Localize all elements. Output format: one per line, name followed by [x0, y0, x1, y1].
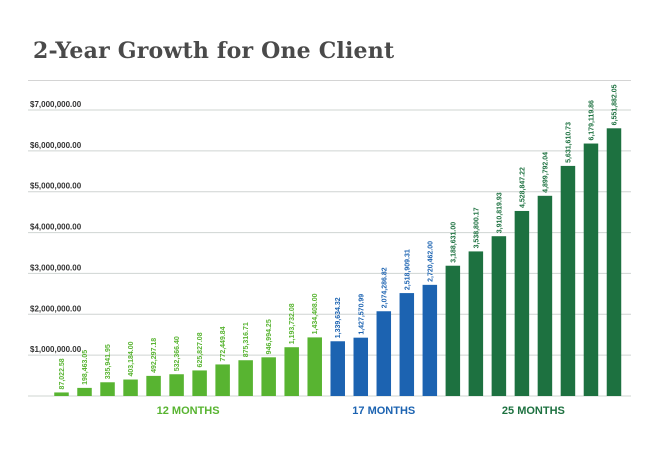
bar	[491, 236, 507, 396]
y-tick-label: $2,000,000.00	[30, 304, 82, 313]
bar-data-label: 5,631,610.73	[565, 122, 572, 163]
group-label: 12 MONTHS	[157, 405, 220, 417]
bar	[445, 265, 461, 396]
bar	[284, 347, 299, 396]
bar	[606, 128, 622, 396]
y-tick-label: $7,000,000.00	[30, 100, 82, 109]
y-tick-label: $4,000,000.00	[30, 223, 82, 232]
bar	[422, 284, 438, 396]
chart-title: 2-Year Growth for One Client	[33, 38, 395, 64]
group-label: 17 MONTHS	[352, 405, 415, 417]
bar	[376, 311, 392, 396]
bar-data-label: 6,551,882.05	[611, 84, 618, 125]
bar-data-label: 2,074,286.82	[381, 267, 388, 308]
bar-data-label: 946,994.25	[266, 319, 273, 354]
bar	[307, 337, 322, 396]
group-label: 25 MONTHS	[502, 405, 565, 417]
bar-data-label: 4,899,792.04	[542, 152, 549, 193]
bar	[261, 357, 276, 396]
bar-data-label: 1,339,634.32	[335, 297, 342, 338]
bar	[399, 293, 415, 396]
bar-data-label: 3,910,819.93	[496, 192, 503, 233]
bar-data-label: 335,941.95	[105, 344, 112, 379]
title-divider	[28, 80, 631, 81]
bar	[146, 375, 161, 396]
bar	[468, 251, 484, 396]
bar	[123, 379, 138, 396]
bar	[353, 337, 369, 396]
bar-data-label: 3,188,631.00	[450, 222, 457, 263]
bar-data-label: 492,297.18	[151, 338, 158, 373]
bar-data-label: 625,827.08	[197, 332, 204, 367]
bar-data-label: 1,193,732.08	[289, 303, 296, 344]
bar-data-label: 772,449.84	[220, 326, 227, 361]
bar-data-label: 403,184.00	[128, 341, 135, 376]
bar-data-label: 87,022.58	[59, 358, 66, 389]
bar	[169, 374, 184, 396]
y-tick-label: $6,000,000.00	[30, 141, 82, 150]
y-tick-label: $3,000,000.00	[30, 263, 82, 272]
bar	[100, 382, 115, 396]
bar-data-label: 4,528,847.22	[519, 167, 526, 208]
bar-data-label: 3,538,800.17	[473, 207, 480, 248]
bar-data-label: 875,316.71	[243, 322, 250, 357]
bar	[514, 210, 530, 396]
bar-data-label: 2,518,909.31	[404, 249, 411, 290]
bar	[330, 341, 345, 396]
bar	[215, 364, 230, 396]
bar	[560, 165, 576, 396]
y-tick-label: $5,000,000.00	[30, 182, 82, 191]
bar-data-label: 6,179,119.86	[588, 100, 595, 141]
bar	[583, 143, 599, 396]
y-tick-label: $1,000,000.00	[30, 345, 82, 354]
bar-data-label: 1,434,408.00	[312, 293, 319, 334]
bar-data-label: 198,463.05	[82, 350, 89, 385]
bar	[537, 195, 553, 396]
bar	[77, 387, 92, 396]
bar-data-label: 1,427,570.99	[358, 294, 365, 335]
bar	[238, 360, 253, 396]
bar	[192, 370, 207, 396]
bar-data-label: 2,720,462.00	[427, 241, 434, 282]
bar	[54, 392, 69, 396]
bar-data-label: 532,366.40	[174, 336, 181, 371]
